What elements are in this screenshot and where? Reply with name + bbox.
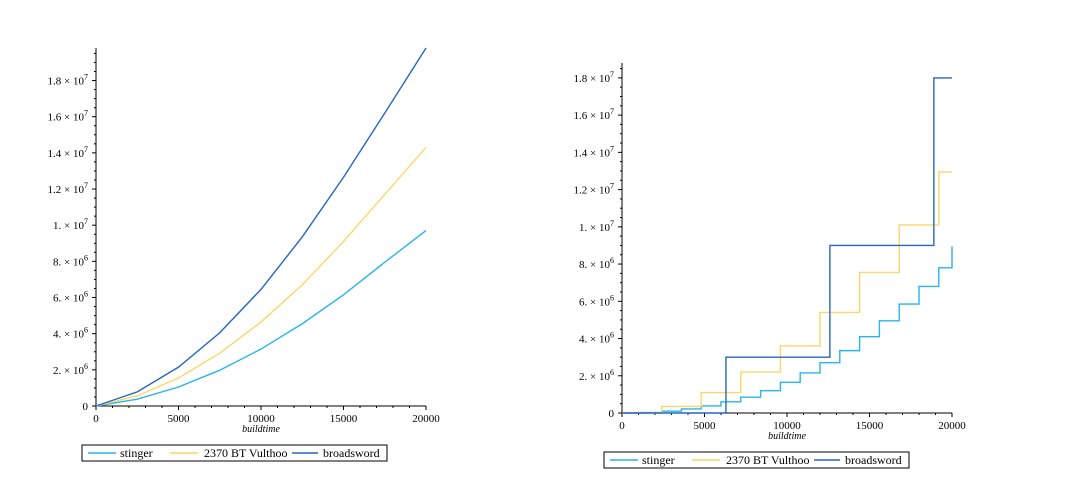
legend-label: 2370 BT Vulthoo [726, 453, 810, 467]
series-line-stinger [622, 246, 953, 414]
y-tick-label: 2. × 106 [579, 368, 614, 383]
x-tick-label: 15000 [330, 413, 358, 425]
y-tick-label: 1.2 × 107 [574, 182, 614, 197]
y-tick-label: 1. × 107 [53, 217, 88, 232]
x-tick-label: 10000 [247, 413, 275, 425]
x-tick-label: 20000 [938, 420, 966, 432]
y-tick-label: 8. × 106 [579, 256, 614, 271]
y-tick-label: 2. × 106 [53, 362, 88, 377]
x-tick-label: 0 [93, 413, 99, 425]
chart-panel-2: 0 5000 10000 15000 20000 0 2. × 106 4. × 106 6. … [574, 63, 966, 469]
y-tick-label: 0 [83, 401, 89, 413]
y-tick-label: 1. × 107 [579, 219, 614, 234]
legend-label: stinger [120, 446, 153, 460]
x-tick-label: 15000 [856, 420, 884, 432]
y-tick-label: 4. × 106 [579, 331, 614, 346]
y-tick-label: 1.8 × 107 [48, 73, 88, 88]
legend-label: broadsword [845, 453, 902, 467]
chart-panel-1: 0 5000 10000 15000 20000 0 2. × 106 4. × 106 6. … [48, 47, 440, 462]
y-tick-label: 1.2 × 107 [48, 181, 88, 196]
x-tick-label: 0 [619, 420, 625, 432]
series-line-broadsword [622, 77, 952, 414]
y-tick-label: 8. × 106 [53, 253, 88, 268]
legend-label: 2370 BT Vulthoo [204, 446, 288, 460]
x-axis-label: buildtime [768, 431, 806, 442]
y-tick-label: 1.8 × 107 [574, 70, 614, 85]
y-tick-label: 1.6 × 107 [48, 109, 88, 124]
y-tick-label: 1.6 × 107 [574, 107, 614, 122]
x-tick-label: 10000 [773, 420, 801, 432]
x-tick-label: 5000 [168, 413, 191, 425]
x-axis-label: buildtime [242, 424, 280, 435]
y-tick-label: 4. × 106 [53, 326, 88, 341]
x-tick-label: 5000 [694, 420, 717, 432]
y-tick-label: 1.4 × 107 [574, 144, 614, 159]
legend-box [81, 444, 388, 462]
series-line-stinger [95, 230, 427, 407]
legend-label: stinger [642, 453, 675, 467]
legend-box [603, 451, 910, 469]
series-line-2370-bt-vulthoo [95, 146, 427, 407]
y-tick-label: 1.4 × 107 [48, 145, 88, 160]
series-line-broadsword [95, 47, 427, 407]
y-tick-label: 0 [609, 408, 615, 420]
legend-label: broadsword [323, 446, 380, 460]
x-tick-label: 20000 [412, 413, 440, 425]
y-tick-label: 6. × 106 [53, 290, 88, 305]
series-line-2370-bt-vulthoo [622, 171, 952, 414]
y-tick-label: 6. × 106 [579, 293, 614, 308]
